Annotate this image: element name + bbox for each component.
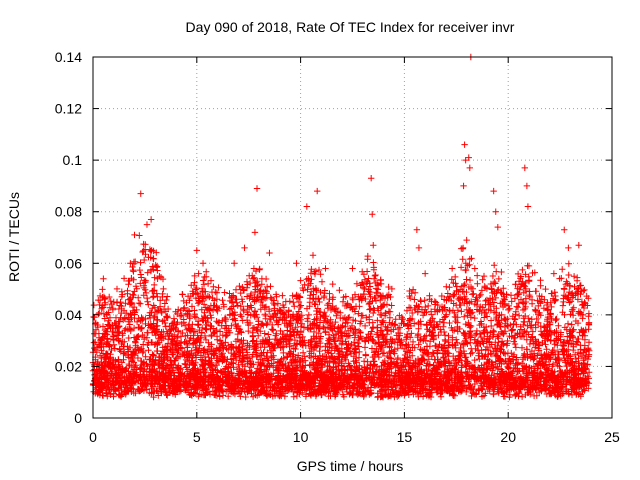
plot-frame: [92, 56, 613, 419]
data-point: [100, 275, 107, 282]
y-tick-label: 0.14: [55, 49, 82, 65]
data-point: [579, 311, 587, 319]
x-tick-label: 10: [293, 429, 309, 445]
data-point: [463, 236, 470, 244]
y-tick-label: 0: [74, 410, 82, 426]
data-point: [156, 272, 163, 280]
data-point: [448, 265, 456, 272]
data-point: [460, 182, 467, 190]
data-point: [143, 221, 151, 228]
x-tick-label: 15: [397, 429, 413, 445]
y-axis-label: ROTI / TECUs: [6, 192, 22, 282]
data-point: [303, 203, 311, 210]
x-tick-label: 25: [604, 429, 620, 445]
data-point: [523, 182, 531, 190]
data-point: [461, 141, 468, 148]
data-point: [199, 260, 207, 267]
data-point: [293, 260, 300, 267]
x-tick-label: 20: [500, 429, 516, 445]
data-point: [415, 244, 423, 252]
data-point: [322, 265, 329, 272]
data-point: [465, 154, 472, 161]
data-point: [251, 229, 259, 236]
data-point: [494, 223, 502, 231]
axis-ticks: 0 5 10 15 20 25 0 0.02 0.04 0.06 0.08 0.1 0.12 0.14: [55, 49, 620, 445]
data-point: [466, 164, 473, 172]
data-point: [367, 174, 375, 182]
data-point: [179, 291, 186, 298]
data-point: [550, 270, 558, 277]
data-point: [127, 260, 134, 267]
data-point: [349, 265, 356, 272]
data-point: [137, 190, 144, 197]
data-point: [524, 203, 532, 210]
data-point-cloud: [89, 232, 593, 401]
y-tick-label: 0.02: [55, 358, 82, 374]
data-point: [525, 262, 533, 270]
data-point: [521, 164, 529, 172]
data-point: [193, 247, 200, 254]
data-point: [492, 208, 499, 215]
data-point: [230, 260, 238, 267]
data-point: [370, 242, 377, 249]
data-point: [565, 244, 572, 252]
data-point: [413, 226, 421, 233]
x-axis-label: GPS time / hours: [297, 458, 404, 474]
data-point: [490, 187, 497, 195]
x-tick-label: 0: [89, 429, 97, 445]
data-point: [241, 244, 248, 252]
y-tick-label: 0.08: [55, 204, 82, 220]
data-point: [575, 242, 582, 249]
data-point: [314, 187, 321, 195]
data-point: [421, 270, 429, 277]
chart-title: Day 090 of 2018, Rate Of TEC Index for r…: [186, 19, 515, 35]
y-tick-label: 0.06: [55, 255, 82, 271]
data-point: [131, 231, 138, 239]
data-point: [253, 185, 261, 192]
y-tick-label: 0.1: [63, 152, 83, 168]
data-point: [561, 226, 568, 233]
x-tick-label: 5: [193, 429, 201, 445]
data-point: [369, 211, 376, 218]
y-tick-label: 0.04: [55, 307, 82, 323]
data-point: [266, 249, 273, 257]
data-points: [89, 53, 593, 401]
data-point: [147, 216, 155, 223]
data-point: [542, 285, 549, 293]
data-point: [110, 298, 117, 306]
y-tick-label: 0.12: [55, 101, 82, 117]
